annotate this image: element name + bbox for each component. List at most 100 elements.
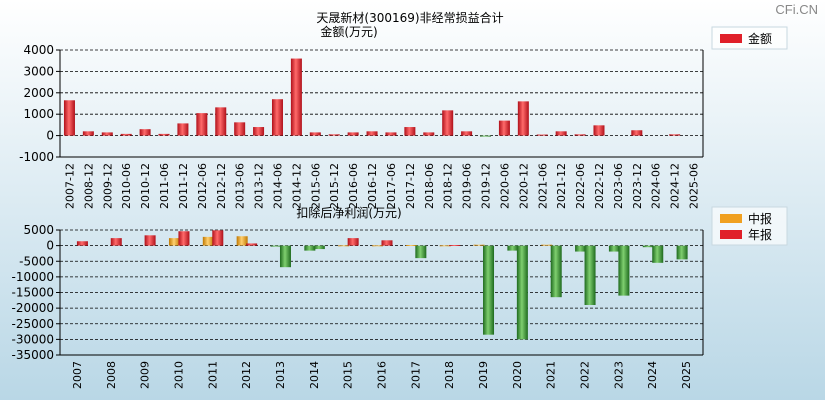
chart2-bar-annual (279, 245, 291, 268)
chart1-bar (309, 132, 321, 136)
chart2-bar-interim (236, 236, 248, 246)
chart1-legend-label: 金额 (748, 31, 772, 46)
chart2-bar-annual (110, 238, 122, 246)
chart1-xtick-label: 2025-06 (688, 163, 701, 209)
chart1-xtick-label: 2017-06 (385, 163, 398, 209)
chart2-bar-annual (449, 245, 461, 246)
chart1-bar (271, 99, 283, 136)
chart2-legend-swatch (720, 230, 742, 239)
chart1-legend-swatch (720, 34, 742, 43)
chart2-ytick-label: -30000 (11, 332, 54, 346)
chart2-legend-label: 年报 (748, 227, 772, 242)
chart1-bar (63, 100, 75, 136)
chart1-xtick-label: 2023-12 (631, 163, 644, 209)
chart1-bar (442, 110, 454, 136)
chart1-xtick-label: 2008-12 (82, 163, 95, 209)
chart1-xtick-label: 2009-12 (101, 163, 114, 209)
chart1-xtick-label: 2015-12 (328, 163, 341, 209)
chart1-xtick-label: 2019-06 (461, 163, 474, 209)
chart2-bar-annual (313, 245, 325, 250)
chart1-xtick-label: 2011-06 (158, 163, 171, 209)
chart2-bar-interim (642, 245, 654, 248)
chart2-xtick-label: 2007 (71, 361, 84, 389)
chart2-ytick-label: -20000 (11, 301, 54, 315)
chart1-bar (82, 131, 94, 136)
chart2-bar-interim (270, 245, 282, 247)
chart1-plot: 4000 3000 2000 1000 0 -1000 2007-12 2008-12 2009… (19, 26, 788, 209)
chart1-bar (328, 134, 340, 136)
chart1-xtick-label: 2024-12 (669, 163, 682, 209)
chart2-xtick-label: 2023 (612, 361, 625, 389)
chart1-xtick-label: 2011-12 (177, 163, 190, 209)
chart1-bar (120, 133, 132, 136)
chart1-ytick-label: 1000 (23, 107, 54, 121)
chart2-xtick-label: 2019 (477, 361, 490, 389)
chart2-bar-interim (473, 244, 485, 246)
chart1-bar (234, 122, 246, 136)
chart2-ytick-label: -35000 (11, 348, 54, 362)
chart1-xtick-label: 2020-06 (498, 163, 511, 209)
chart2-bar-interim (202, 236, 214, 246)
chart2-xtick-label: 2018 (443, 361, 456, 389)
chart2-xtick-label: 2012 (240, 361, 253, 389)
chart1-xtick-label: 2007-12 (63, 163, 76, 209)
chart1-bar (177, 123, 189, 136)
chart1-xtick-label: 2021-06 (536, 163, 549, 209)
chart1-ytick-label: 3000 (23, 64, 54, 78)
chart1-xtick-label: 2014-12 (290, 163, 303, 209)
chart1-bar (536, 134, 548, 136)
chart1-ytick-label: -1000 (19, 150, 54, 164)
chart1-bar (517, 101, 529, 136)
chart2-bar-interim (338, 245, 350, 247)
chart2-bar-annual (144, 235, 156, 246)
chart1-title: 天晟新材(300169)非经常损益合计 (316, 10, 503, 25)
chart2-bar-annual (415, 245, 427, 259)
chart1-bar (253, 127, 265, 136)
chart1-bar (480, 135, 492, 137)
chart2-xtick-label: 2020 (511, 361, 524, 389)
chart1-xtick-label: 2013-12 (253, 163, 266, 209)
chart1-xtick-label: 2010-12 (139, 163, 152, 209)
chart2-title: 扣除后净利润(万元) (296, 205, 401, 220)
chart2-bar-interim (541, 244, 553, 246)
chart1-bar (290, 58, 302, 136)
chart1-xtick-label: 2021-12 (555, 163, 568, 209)
chart2-xtick-label: 2010 (172, 361, 185, 389)
chart1-bar (461, 131, 473, 136)
chart1-xtick-label: 2015-06 (309, 163, 322, 209)
chart2-ytick-label: -10000 (11, 270, 54, 284)
chart2-xtick-label: 2016 (376, 361, 389, 389)
chart2-bar-annual (652, 245, 664, 263)
chart2-bar-annual (618, 245, 630, 296)
chart1-xtick-label: 2012-12 (215, 163, 228, 209)
chart2-xtick-label: 2021 (545, 361, 558, 389)
chart2-bar-interim (439, 245, 451, 247)
chart1-xtick-label: 2022-06 (574, 163, 587, 209)
chart2-legend-swatch (720, 214, 742, 223)
chart2-bar-annual (246, 243, 258, 246)
chart1-bar (196, 113, 208, 136)
chart2-bar-interim (372, 245, 384, 247)
chart2-legend-label: 中报 (748, 211, 772, 226)
chart2-xtick-label: 2008 (105, 361, 118, 389)
chart2-bar-annual (347, 238, 359, 246)
chart2-ytick-label: -15000 (11, 286, 54, 300)
chart1-xtick-label: 2016-06 (347, 163, 360, 209)
chart2-bar-interim (608, 245, 620, 252)
chart2-bar-annual (483, 245, 495, 335)
chart2-xtick-label: 2024 (646, 361, 659, 389)
chart2-bar-annual (212, 230, 224, 246)
chart2-xtick-label: 2014 (308, 361, 321, 389)
watermark: CFi.CN (775, 2, 818, 17)
chart2-bar-interim (168, 238, 180, 246)
chart1-xtick-label: 2018-06 (423, 163, 436, 209)
chart1-xtick-label: 2016-12 (366, 163, 379, 209)
chart2-bar-annual (381, 240, 393, 246)
chart1-bar (158, 133, 170, 136)
chart1-bar (593, 125, 605, 136)
chart1-legend-box (711, 26, 788, 50)
chart1-xtick-label: 2017-12 (404, 163, 417, 209)
chart2-xtick-label: 2017 (409, 361, 422, 389)
